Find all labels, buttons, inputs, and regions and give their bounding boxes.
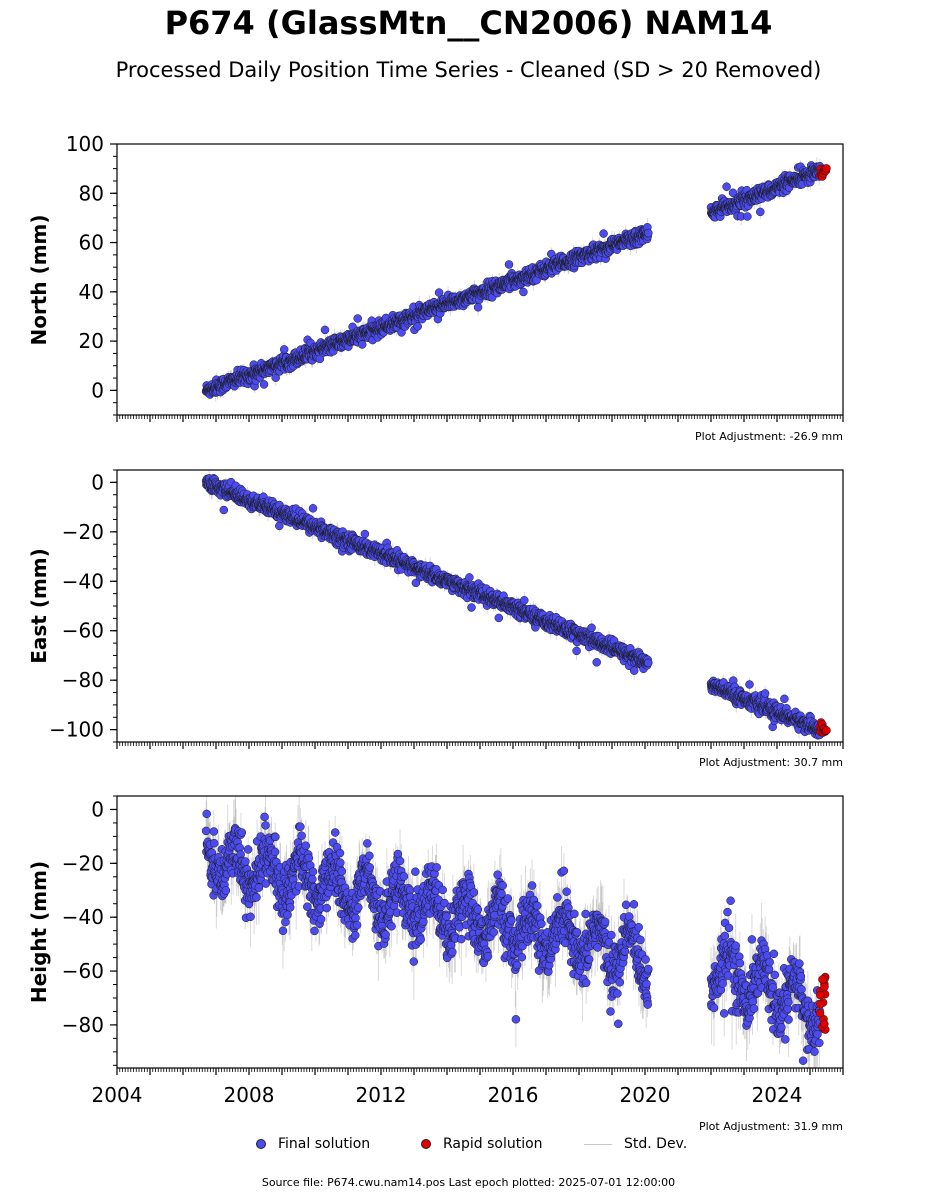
final-point — [320, 325, 330, 335]
plot-adjustment-label: Plot Adjustment: -26.9 mm — [695, 430, 843, 443]
final-point — [644, 228, 653, 238]
final-point — [360, 529, 370, 539]
final-point — [722, 182, 731, 191]
final-point — [467, 603, 476, 612]
data-points — [201, 161, 831, 399]
rapid-point — [822, 164, 831, 173]
final-point — [465, 573, 474, 582]
y-tick-label: 0 — [91, 378, 104, 402]
panel-1: 0 20 40 60 80 100 North (mm) Plot Adjustment: -… — [27, 132, 844, 443]
final-point — [279, 345, 289, 354]
data-points — [201, 474, 831, 740]
final-point — [473, 303, 483, 312]
y-tick-label: 80 — [79, 181, 104, 205]
final-point — [259, 380, 269, 389]
final-point — [743, 212, 752, 221]
final-point — [504, 260, 514, 269]
final-point — [519, 287, 528, 297]
plot-area — [201, 157, 831, 402]
y-tick-label: 40 — [79, 280, 104, 304]
final-point — [494, 613, 504, 623]
final-point — [599, 229, 608, 238]
final-point — [275, 521, 284, 531]
figure-canvas: 0 20 40 60 80 100 North (mm) Plot Adjustment: -… — [27, 132, 844, 1133]
y-tick-label: 20 — [79, 329, 104, 353]
chart-subtitle: Processed Daily Position Time Series - C… — [115, 58, 822, 82]
final-point — [357, 340, 367, 349]
y-axis-label: North (mm) — [27, 214, 51, 345]
plot-area — [201, 470, 831, 740]
final-point — [315, 354, 325, 364]
final-point — [413, 322, 422, 331]
final-point — [219, 505, 229, 515]
final-point — [353, 314, 362, 323]
final-point — [728, 188, 738, 198]
y-tick-label: 60 — [79, 231, 104, 255]
chart-title: P674 (GlassMtn__CN2006) NAM14 — [164, 4, 773, 42]
y-tick-label: 100 — [66, 132, 104, 156]
final-point — [308, 504, 318, 513]
final-point — [411, 578, 421, 588]
final-point — [756, 207, 765, 217]
